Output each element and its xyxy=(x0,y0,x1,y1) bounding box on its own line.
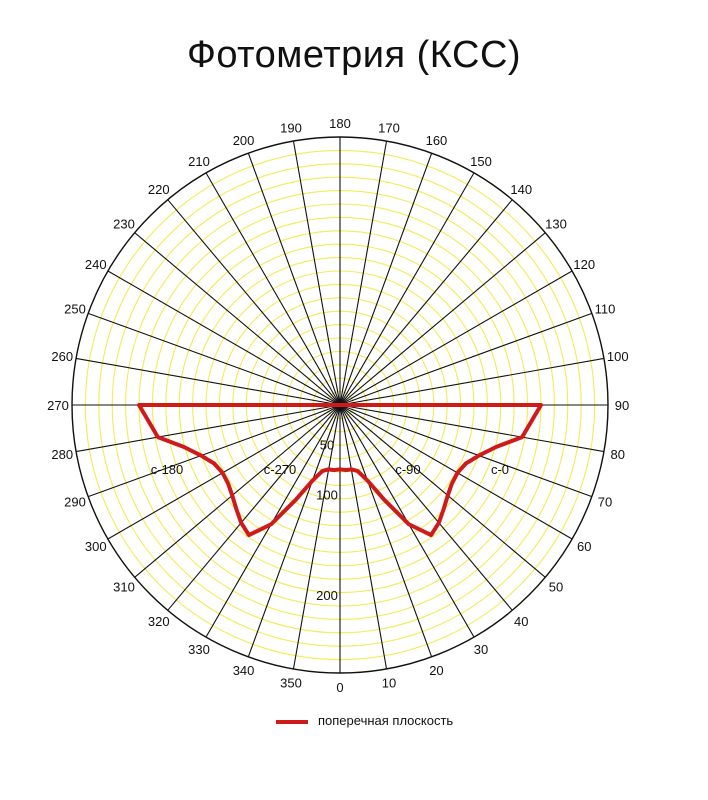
angle-label-280: 280 xyxy=(51,447,73,462)
angle-label-30: 30 xyxy=(474,642,488,657)
angle-label-160: 160 xyxy=(426,133,448,148)
angle-label-240: 240 xyxy=(85,257,107,272)
spoke-280 xyxy=(75,404,341,453)
angle-label-340: 340 xyxy=(233,663,255,678)
angle-label-270: 270 xyxy=(47,398,69,413)
angle-label-220: 220 xyxy=(148,182,170,197)
angle-label-250: 250 xyxy=(64,302,86,317)
angle-label-260: 260 xyxy=(51,349,73,364)
angle-label-350: 350 xyxy=(280,676,302,691)
spoke-260 xyxy=(75,357,341,406)
angle-label-190: 190 xyxy=(280,120,302,135)
angle-label-330: 330 xyxy=(188,642,210,657)
spoke-230 xyxy=(134,232,341,406)
angle-label-170: 170 xyxy=(378,120,400,135)
angle-label-100: 100 xyxy=(607,349,629,364)
angle-label-60: 60 xyxy=(577,539,591,554)
spoke-200 xyxy=(247,152,341,406)
legend-label: поперечная плоскость xyxy=(318,713,454,728)
angle-label-180: 180 xyxy=(329,116,351,131)
angle-label-310: 310 xyxy=(113,579,135,594)
plane-labels: c-180 c-270 c-90 c-0 xyxy=(151,462,509,477)
angle-label-230: 230 xyxy=(113,217,135,232)
plane-label-c-90: c-90 xyxy=(395,462,420,477)
spoke-80 xyxy=(339,404,605,453)
spoke-130 xyxy=(339,232,546,406)
angle-label-290: 290 xyxy=(64,494,86,509)
spoke-150 xyxy=(339,172,475,406)
radial-tick-50: 50 xyxy=(320,437,334,452)
legend-swatch xyxy=(276,720,308,724)
spoke-120 xyxy=(339,270,573,406)
angle-label-50: 50 xyxy=(549,579,563,594)
angle-label-70: 70 xyxy=(598,494,612,509)
spoke-140 xyxy=(339,199,513,406)
spoke-220 xyxy=(167,199,341,406)
radial-tick-labels: 50 100 200 xyxy=(316,437,338,603)
angle-label-10: 10 xyxy=(382,676,396,691)
angle-label-0: 0 xyxy=(336,680,343,695)
angle-label-20: 20 xyxy=(429,663,443,678)
plane-label-c-180: c-180 xyxy=(151,462,184,477)
angle-label-200: 200 xyxy=(233,133,255,148)
legend: поперечная плоскость xyxy=(276,712,476,752)
angle-label-40: 40 xyxy=(514,614,528,629)
radial-tick-200: 200 xyxy=(316,588,338,603)
angle-label-130: 130 xyxy=(545,217,567,232)
angle-label-300: 300 xyxy=(85,539,107,554)
spoke-170 xyxy=(339,140,388,406)
spoke-160 xyxy=(339,152,433,406)
series-line-poperechnaya xyxy=(137,403,543,538)
angle-label-320: 320 xyxy=(148,614,170,629)
plane-label-c-270: c-270 xyxy=(264,462,297,477)
spoke-40 xyxy=(339,404,513,611)
angle-label-110: 110 xyxy=(595,302,616,317)
spoke-240 xyxy=(107,270,341,406)
spoke-190 xyxy=(292,140,341,406)
spoke-10 xyxy=(339,404,388,670)
spoke-20 xyxy=(339,404,433,658)
radial-tick-100: 100 xyxy=(316,488,338,503)
spoke-350 xyxy=(292,404,341,670)
angle-label-80: 80 xyxy=(610,447,624,462)
angle-label-120: 120 xyxy=(573,257,595,272)
spoke-210 xyxy=(205,172,341,406)
plane-label-c-0: c-0 xyxy=(491,462,509,477)
spoke-50 xyxy=(339,404,546,578)
spoke-290 xyxy=(87,404,341,498)
spoke-340 xyxy=(247,404,341,658)
spoke-100 xyxy=(339,357,605,406)
angle-label-150: 150 xyxy=(470,154,492,169)
spoke-70 xyxy=(339,404,593,498)
angle-labels: 0 10 20 30 40 50 60 70 80 90 100 110 120 130 140 150 160… xyxy=(47,116,629,695)
spoke-110 xyxy=(339,312,593,406)
spoke-250 xyxy=(87,312,341,406)
spoke-310 xyxy=(134,404,341,578)
angle-label-90: 90 xyxy=(615,398,629,413)
angle-label-140: 140 xyxy=(510,182,532,197)
spoke-320 xyxy=(167,404,341,611)
chart-title: Фотометрия (КСС) xyxy=(186,34,522,76)
angle-label-210: 210 xyxy=(188,154,210,169)
outer-ring xyxy=(71,136,609,674)
